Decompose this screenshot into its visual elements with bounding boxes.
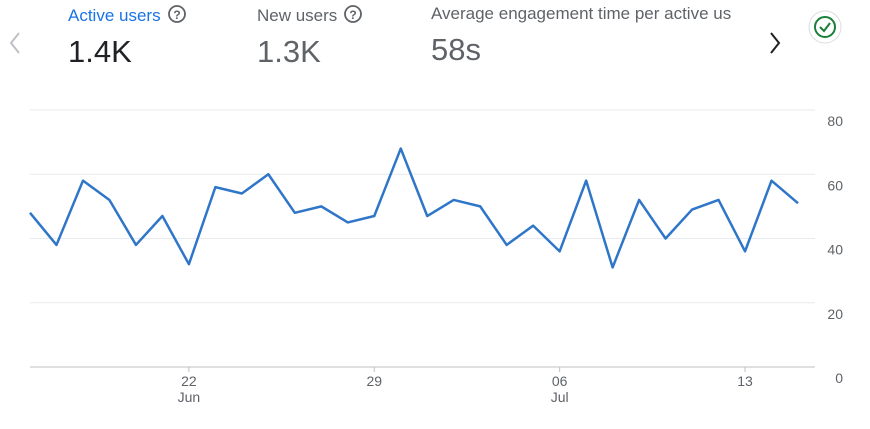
x-tick-sublabel: Jul	[551, 389, 569, 405]
metric-value: 58s	[431, 32, 481, 67]
next-arrow[interactable]	[766, 30, 784, 56]
line	[29, 147, 799, 269]
y-tick-label: 60	[827, 177, 843, 193]
y-tick-label: 0	[835, 370, 843, 386]
help-icon[interactable]: ?	[343, 4, 363, 24]
x-tick-sublabel: Jun	[178, 389, 201, 405]
metric-tab[interactable]: Active users? 1.4K	[68, 4, 187, 70]
x-tick-label: 13	[737, 373, 753, 389]
prev-arrow[interactable]	[6, 30, 24, 56]
y-tick-label: 20	[827, 306, 843, 322]
y-tick-label: 80	[827, 113, 843, 129]
metric-tab[interactable]: New users? 1.3K	[257, 4, 363, 70]
y-tick-label: 40	[827, 242, 843, 258]
svg-text:?: ?	[350, 8, 357, 22]
metric-tab[interactable]: Average engagement time per active us 58…	[431, 4, 755, 68]
x-tick-label: 06	[552, 373, 568, 389]
metric-value: 1.4K	[68, 34, 132, 69]
svg-text:?: ?	[173, 8, 180, 22]
metric-label: Average engagement time per active us	[431, 4, 732, 23]
status-icon[interactable]	[807, 9, 843, 45]
x-tick-label: 22	[181, 373, 197, 389]
metric-label: New users	[257, 6, 338, 25]
metric-label: Active users	[68, 6, 161, 25]
x-tick-label: 29	[366, 373, 382, 389]
metric-value: 1.3K	[257, 34, 321, 69]
help-icon[interactable]: ?	[167, 4, 187, 24]
